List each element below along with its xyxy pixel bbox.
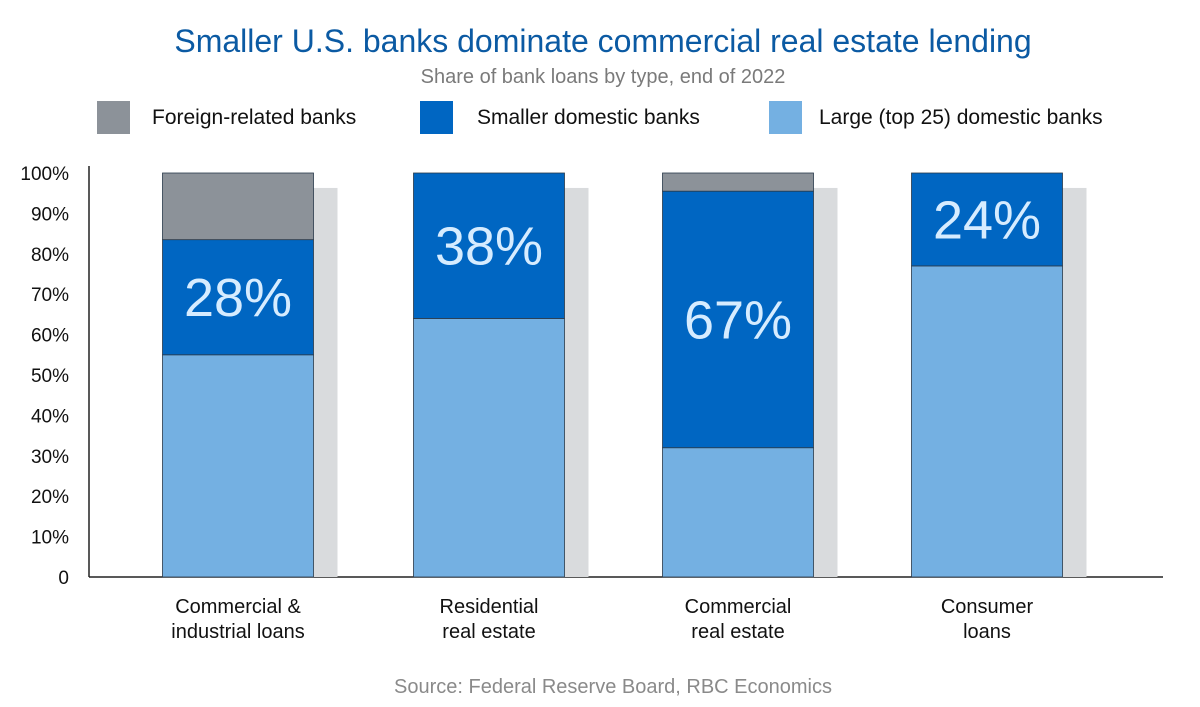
data-label: 24% — [933, 190, 1041, 250]
bar-segment — [162, 239, 314, 356]
data-label: 28% — [184, 268, 292, 328]
x-tick-label: Commercial & — [175, 596, 301, 618]
y-tick-label: 40% — [31, 406, 69, 427]
data-label: 67% — [684, 290, 792, 350]
legend-swatch — [420, 101, 453, 134]
bar-segment — [911, 265, 1063, 578]
chart-subtitle: Share of bank loans by type, end of 2022 — [421, 66, 786, 88]
x-tick-label: Commercial — [685, 596, 792, 618]
bar-segment — [662, 447, 814, 578]
y-tick-label: 10% — [31, 528, 69, 549]
bar-segment — [413, 318, 565, 578]
chart-title: Smaller U.S. banks dominate commercial r… — [174, 23, 1031, 59]
bar-segment — [162, 354, 314, 578]
legend-label: Smaller domestic banks — [477, 106, 700, 129]
bar-segment — [662, 190, 814, 449]
data-label: 38% — [435, 217, 543, 277]
bar-segment — [162, 172, 314, 241]
x-tick-label: real estate — [691, 621, 784, 643]
chart-source: Source: Federal Reserve Board, RBC Econo… — [394, 676, 832, 698]
x-tick-label: Consumer — [941, 596, 1034, 618]
y-tick-label: 60% — [31, 326, 69, 347]
legend: Foreign-related banks Smaller domestic ba… — [97, 101, 1103, 134]
bars: 28% 38% 67% 24% — [162, 172, 1087, 578]
x-tick-label: Residential — [440, 596, 539, 618]
y-tick-label: 100% — [20, 164, 69, 185]
bar-segment — [662, 172, 814, 192]
legend-swatch — [97, 101, 130, 134]
legend-swatch — [769, 101, 802, 134]
y-tick-label: 30% — [31, 447, 69, 468]
legend-label: Foreign-related banks — [152, 106, 356, 129]
y-tick-label: 90% — [31, 204, 69, 225]
bar-segment — [911, 172, 1063, 267]
y-tick-label: 80% — [31, 245, 69, 266]
bar-segment — [413, 172, 565, 319]
legend-label: Large (top 25) domestic banks — [819, 106, 1103, 129]
y-tick-label: 50% — [31, 366, 69, 387]
x-tick-label: industrial loans — [171, 621, 304, 643]
x-axis-labels: Commercial & industrial loans Residential r… — [171, 596, 1033, 643]
y-tick-label: 20% — [31, 487, 69, 508]
y-tick-label: 70% — [31, 285, 69, 306]
x-tick-label: real estate — [442, 621, 535, 643]
x-tick-label: loans — [963, 621, 1011, 643]
y-tick-label: 0 — [58, 568, 69, 589]
